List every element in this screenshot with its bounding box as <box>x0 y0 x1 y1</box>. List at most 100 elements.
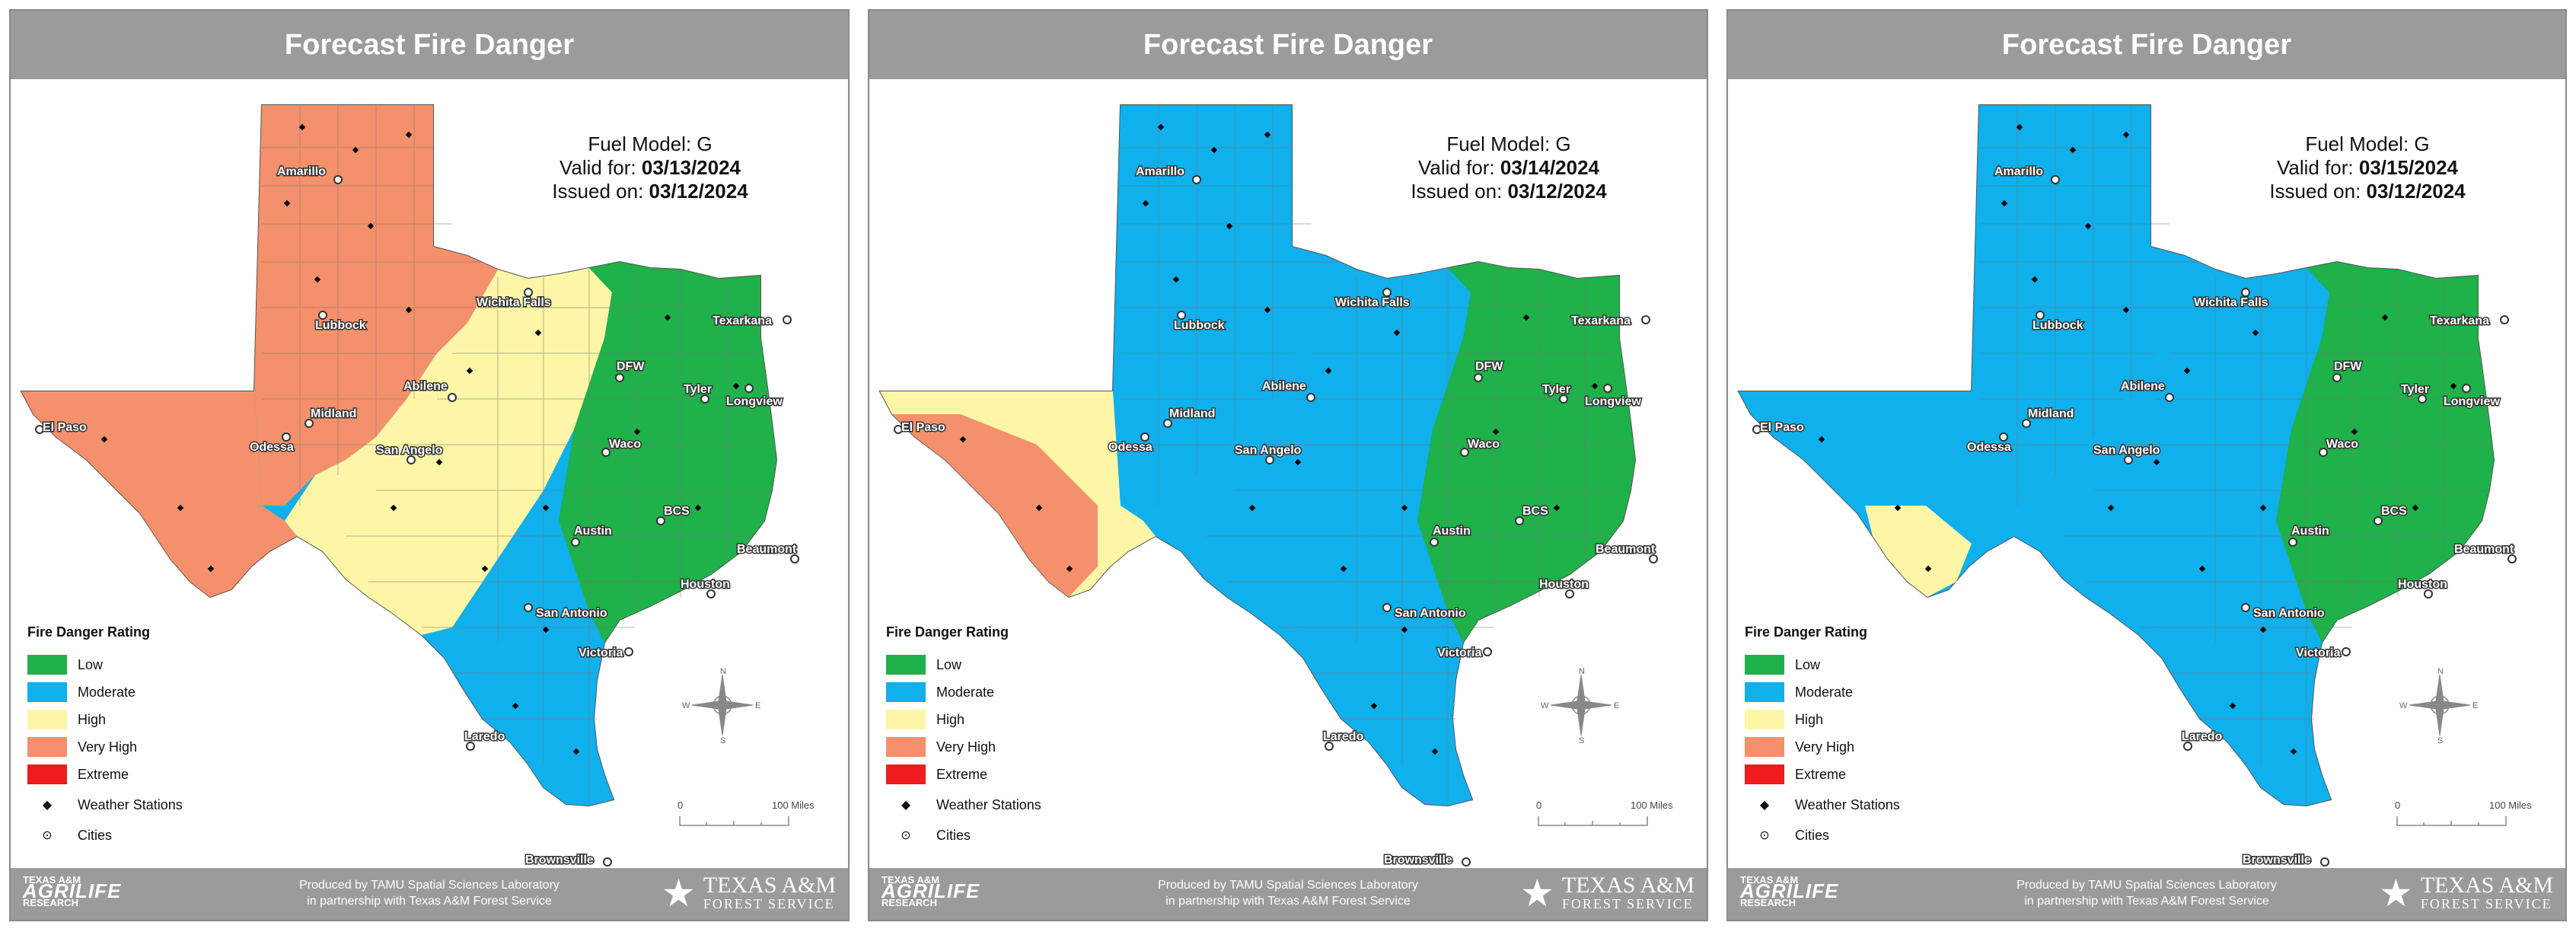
svg-text:Midland: Midland <box>1169 407 1215 420</box>
legend-swatch <box>1745 737 1784 757</box>
legend-swatch <box>27 682 67 702</box>
valid-for: Valid for: 03/15/2024 <box>2276 156 2459 179</box>
svg-text:Brownsville: Brownsville <box>525 854 594 867</box>
legend-cities: ⊙ Cities <box>1745 822 2019 849</box>
issued-on: Issued on: 03/12/2024 <box>1411 180 1607 203</box>
svg-text:DFW: DFW <box>1475 360 1503 373</box>
star-icon: ★ <box>1519 872 1554 914</box>
legend-label: Low <box>78 656 104 672</box>
svg-text:Victoria: Victoria <box>579 646 623 659</box>
svg-text:Tyler: Tyler <box>684 383 712 396</box>
svg-text:San Angelo: San Angelo <box>1235 444 1302 457</box>
svg-text:DFW: DFW <box>2334 360 2362 373</box>
agrilife-logo: TEXAS A&M AGRILIFE RESEARCH <box>23 874 122 908</box>
danger-region <box>1417 262 1635 643</box>
svg-text:Waco: Waco <box>2326 438 2358 451</box>
svg-text:Lubbock: Lubbock <box>2032 319 2083 332</box>
texas-fire-danger-map: Amarillo Lubbock Wichita Falls Texarkana… <box>20 104 799 868</box>
valid-for: Valid for: 03/13/2024 <box>559 156 741 179</box>
svg-text:N: N <box>1579 667 1585 676</box>
svg-text:El Paso: El Paso <box>1760 421 1804 434</box>
legend-swatch <box>27 764 67 784</box>
panel-footer: TEXAS A&M AGRILIFE RESEARCH Produced by … <box>1728 868 2565 920</box>
danger-region <box>285 268 612 635</box>
legend-item-very-high: Very High <box>1745 733 2019 761</box>
legend-swatch <box>886 764 926 784</box>
svg-text:Longview: Longview <box>726 395 783 408</box>
svg-text:Brownsville: Brownsville <box>1384 854 1452 867</box>
legend-weather-stations: ◆ Weather Stations <box>886 791 1160 819</box>
forecast-panel-2: Forecast Fire Danger <box>868 9 1708 921</box>
star-icon: ★ <box>661 872 696 914</box>
svg-text:San Angelo: San Angelo <box>2093 444 2160 457</box>
legend-item-moderate: Moderate <box>1745 678 2019 706</box>
compass-rose-icon: N S W E <box>2399 667 2478 743</box>
forecast-info: Fuel Model: G Valid for: 03/13/2024 Issu… <box>536 132 764 203</box>
legend-label: Very High <box>1795 739 1855 755</box>
danger-region <box>1143 268 1471 635</box>
legend-item-extreme: Extreme <box>27 761 301 788</box>
legend-item-low: Low <box>886 651 1160 678</box>
svg-text:Tyler: Tyler <box>1542 383 1570 396</box>
forest-service-logo: ★ TEXAS A&M FOREST SERVICE <box>1519 872 1694 914</box>
agrilife-logo: TEXAS A&M AGRILIFE RESEARCH <box>1740 874 1839 908</box>
legend-label: Very High <box>78 739 138 755</box>
fuel-model: Fuel Model: G <box>2305 132 2430 155</box>
danger-region <box>2276 262 2494 643</box>
legend-swatch <box>1745 764 1784 784</box>
svg-text:E: E <box>1614 701 1619 710</box>
legend-label: Moderate <box>1795 684 1854 700</box>
svg-text:Brownsville: Brownsville <box>2243 854 2311 867</box>
svg-text:BCS: BCS <box>664 505 690 518</box>
legend-weather-stations: ◆ Weather Stations <box>1745 791 2019 819</box>
scale-bar: 0 100 Miles <box>677 800 830 838</box>
compass-rose-icon: N S W E <box>682 667 760 743</box>
valid-for: Valid for: 03/14/2024 <box>1417 156 1600 179</box>
svg-text:Victoria: Victoria <box>1437 646 1482 659</box>
danger-region <box>1280 445 1472 806</box>
svg-text:Beaumont: Beaumont <box>737 543 797 556</box>
svg-text:El Paso: El Paso <box>901 421 945 434</box>
svg-text:Odessa: Odessa <box>250 441 294 454</box>
fuel-model: Fuel Model: G <box>588 132 713 155</box>
panel-title: Forecast Fire Danger <box>1728 11 2565 79</box>
legend: Fire Danger Rating Low Moderate High Very H… <box>27 624 301 849</box>
legend-label: Low <box>1795 656 1821 672</box>
scale-bar: 0 100 Miles <box>1536 800 1688 838</box>
svg-text:Austin: Austin <box>2291 525 2329 538</box>
svg-text:Lubbock: Lubbock <box>1174 319 1225 332</box>
danger-region <box>1865 506 1972 597</box>
star-icon: ★ <box>2378 872 2413 914</box>
svg-text:BCS: BCS <box>1522 505 1548 518</box>
svg-text:Amarillo: Amarillo <box>1994 165 2043 178</box>
svg-text:El Paso: El Paso <box>43 421 87 434</box>
legend-item-high: High <box>27 706 301 733</box>
svg-text:San Antonio: San Antonio <box>536 607 607 620</box>
legend-item-extreme: Extreme <box>1745 761 2019 788</box>
svg-text:Texarkana: Texarkana <box>713 314 772 327</box>
svg-text:BCS: BCS <box>2381 505 2407 518</box>
forest-service-logo: ★ TEXAS A&M FOREST SERVICE <box>661 872 836 914</box>
svg-text:Amarillo: Amarillo <box>277 165 326 178</box>
diamond-icon: ◆ <box>42 799 53 812</box>
svg-text:Midland: Midland <box>2028 407 2074 420</box>
produced-by: Produced by TAMU Spatial Sciences Labora… <box>2016 879 2277 908</box>
svg-text:W: W <box>1541 701 1549 710</box>
legend-cities: ⊙ Cities <box>27 822 301 849</box>
svg-text:Wichita Falls: Wichita Falls <box>477 296 551 309</box>
svg-text:Amarillo: Amarillo <box>1136 165 1184 178</box>
legend-item-high: High <box>1745 706 2019 733</box>
forecast-info: Fuel Model: G Valid for: 03/15/2024 Issu… <box>2253 132 2482 203</box>
produced-by: Produced by TAMU Spatial Sciences Labora… <box>299 879 560 908</box>
legend-title: Fire Danger Rating <box>27 624 151 640</box>
legend-swatch <box>27 710 67 729</box>
svg-text:San Antonio: San Antonio <box>1395 607 1466 620</box>
scale-bar: 0 100 Miles <box>2395 800 2547 838</box>
forecast-panel-3: Forecast Fire Danger <box>1726 9 2567 921</box>
forecast-info: Fuel Model: G Valid for: 03/14/2024 Issu… <box>1395 132 1623 203</box>
legend-label: Very High <box>936 739 996 755</box>
legend-item-very-high: Very High <box>886 733 1160 761</box>
danger-region <box>2139 445 2331 806</box>
svg-text:Texarkana: Texarkana <box>1571 314 1631 327</box>
agrilife-logo: TEXAS A&M AGRILIFE RESEARCH <box>882 874 980 908</box>
